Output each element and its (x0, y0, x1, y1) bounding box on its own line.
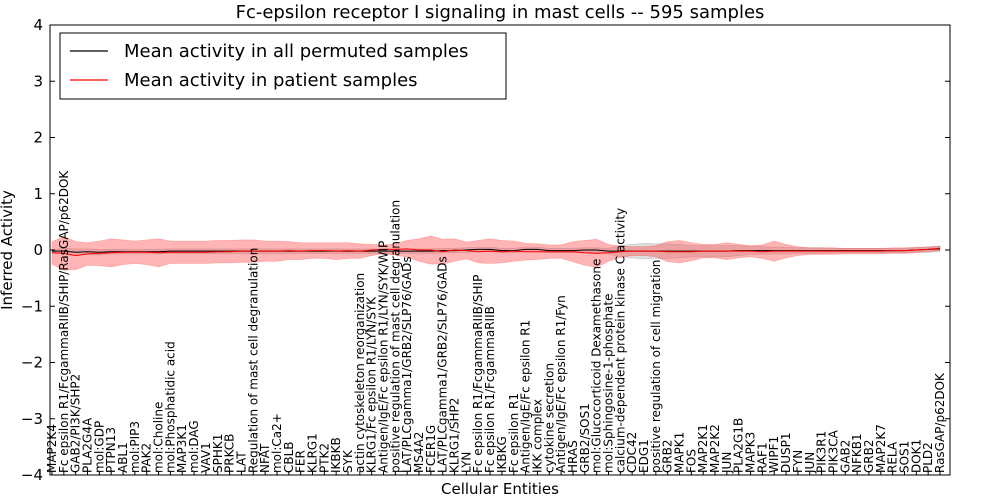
x-tick-label: positive regulation of mast cell degranu… (388, 200, 402, 473)
x-tick-label: GRB2/SOS1 (578, 403, 592, 473)
x-tick-label: PTK2 (317, 443, 331, 473)
x-tick-label: PLA2G1B (732, 418, 746, 473)
x-tick-label: DOK1 (909, 439, 923, 473)
series-line-layer (51, 247, 941, 257)
x-tick-label: NFKB1 (850, 433, 864, 473)
x-tick-label: FOS (684, 449, 698, 473)
y-axis-label: Inferred Activity (0, 190, 16, 310)
x-tick-label: mol:Choline (152, 402, 166, 473)
x-tick-label: actin cytoskeleton reorganization (353, 273, 367, 473)
x-tick-label: WIPF1 (767, 436, 781, 473)
x-tick-label: MAP2K2 (708, 424, 722, 473)
x-tick-label: Fc epsilon R1/FcgammaRIIB (483, 306, 497, 473)
x-tick-label: MAP3K1 (175, 424, 189, 473)
x-tick-label: CDC42 (625, 432, 639, 473)
x-tick-label: Fc epsilon R1 (507, 393, 521, 473)
x-tick-label: PRKCB (223, 434, 237, 473)
x-tick-label: LAT/PLCgamma1/GRB2/SLP76/GADs (436, 256, 450, 473)
x-tick-label: FER (294, 450, 308, 473)
x-tick-label: PTPN13 (104, 427, 118, 473)
x-tick-label: MAP2K7 (874, 424, 888, 473)
x-tick-label: Antigen/IgE/Fc epsilon R1/Fyn (554, 295, 568, 473)
x-tick-label: PIK3R1 (815, 431, 829, 473)
legend-label: Mean activity in patient samples (124, 70, 418, 91)
x-tick-label: VAV1 (199, 442, 213, 473)
x-tick-label: CBLB (282, 441, 296, 473)
x-tick-label: KLRG1/Fc epsilon R1/LYN/SYK (365, 296, 379, 473)
x-tick-label: calcium-dependent protein kinase C activ… (613, 208, 627, 473)
x-tick-label: NFAT (258, 443, 272, 473)
x-tick-label: LYN (459, 452, 473, 473)
x-tick-label: mol:PIP3 (128, 421, 142, 473)
y-tick-label: 3 (33, 72, 43, 90)
x-tick-label: PLD2 (921, 442, 935, 473)
y-tick-label: 4 (33, 16, 43, 34)
series-band-2 (51, 235, 941, 271)
x-tick-label: GRB2 (862, 439, 876, 473)
legend-box (59, 32, 507, 100)
x-tick-label: Fc epsilon R1/FcgammaRIIB/SHIP (471, 275, 485, 473)
x-tick-label: Antigen/IgE/Fc epsilon R1/LYN/SYK/WIP (377, 241, 391, 473)
band-layer (51, 235, 941, 271)
x-tick-label: Regulation of mast cell degranulation (246, 248, 260, 473)
x-tick-label: GAB2/PI3K/SHP2 (69, 374, 83, 473)
x-tick-label: GAB2 (838, 440, 852, 473)
x-tick-label: IKBKG (495, 436, 509, 473)
x-tick-label: SPHK1 (211, 434, 225, 473)
x-tick-label: mol:GDP (92, 421, 106, 473)
x-tick-label: FCER1G (424, 425, 438, 473)
x-tick-label: MS4A2 (412, 432, 426, 473)
x-tick-label: DUSP1 (779, 432, 793, 473)
x-tick-label: mol:Phosphatidic acid (163, 341, 177, 473)
x-tick-label: RELA (886, 441, 900, 473)
y-tick-label: −4 (21, 466, 43, 484)
x-tick-label: JUN (720, 452, 734, 474)
y-tick-label: 2 (33, 129, 43, 147)
x-tick-label: IKBKB (329, 437, 343, 473)
x-tick-label: KLRG1 (305, 433, 319, 473)
x-tick-label: FYN (791, 450, 805, 473)
y-tick-label: −1 (21, 297, 43, 315)
x-tick-label: RAF1 (755, 442, 769, 473)
legend-label: Mean activity in all permuted samples (124, 41, 468, 62)
x-tick-label: mol:DAG (187, 420, 201, 473)
x-tick-label: mol:Glucocorticoid Dexamethasone (590, 259, 604, 473)
x-tick-label: SOS1 (897, 441, 911, 473)
x-tick-label: SYK (341, 449, 355, 473)
y-tick-label: 1 (33, 185, 43, 203)
x-tick-label: MAP2K4 (45, 424, 59, 473)
x-tick-label: HRAS (566, 440, 580, 473)
x-tick-label: Antigen/IgE/Fc epsilon R1 (519, 320, 533, 473)
x-tick-label: mol:Ca2+ (270, 413, 284, 473)
x-tick-label: JUN (803, 452, 817, 474)
x-tick-label: RasGAP/p62DOK (933, 372, 947, 473)
y-axis: 4 3 2 1 0 −1 −2 −3 −4 (21, 16, 950, 484)
y-tick-label: −2 (21, 354, 43, 372)
x-tick-label: KLRG1/SHP2 (448, 398, 462, 473)
x-tick-label: GRB2 (661, 439, 675, 473)
x-tick-label: LAT (234, 451, 248, 473)
x-tick-label: PAK2 (140, 443, 154, 473)
x-tick-label: cytokine secretion (542, 363, 556, 473)
x-tick-label: PLA2G4A (81, 417, 95, 473)
series-line-2 (51, 247, 941, 257)
x-tick-label: MAPK3 (744, 432, 758, 473)
x-tick-label: mol:Sphingosine-1-phosphate (601, 294, 615, 474)
legend: Mean activity in all permuted samples Mea… (59, 32, 507, 100)
chart-title: Fc-epsilon receptor I signaling in mast … (236, 2, 765, 23)
x-tick-label: LAT/PLCgamma1/GRB2/SLP76/GADs (400, 256, 414, 473)
x-tick-label: IKK complex (530, 399, 544, 473)
x-tick-label: positive regulation of cell migration (649, 260, 663, 473)
x-tick-label: ABL1 (116, 442, 130, 473)
y-tick-label: 0 (33, 241, 43, 259)
x-tick-label: PIK3CA (826, 429, 840, 473)
x-tick-label: MAP2K1 (696, 424, 710, 473)
x-axis-label: Cellular Entities (441, 480, 559, 498)
x-tick-label: EDG1 (637, 439, 651, 473)
y-tick-label: −3 (21, 410, 43, 428)
x-tick-label: MAPK1 (673, 432, 687, 473)
x-tick-label: Fc epsilon R1/FcgammaRIIB/SHIP/RasGAP/p6… (57, 170, 71, 473)
